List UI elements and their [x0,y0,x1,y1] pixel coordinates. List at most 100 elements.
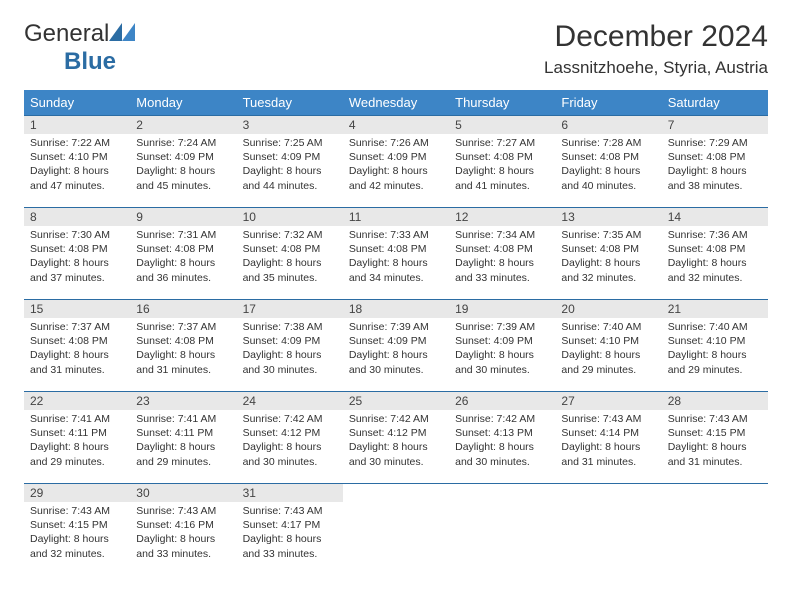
day-number: 9 [130,208,236,226]
day-info: Sunrise: 7:42 AMSunset: 4:12 PMDaylight:… [343,410,449,473]
calendar-row: 8Sunrise: 7:30 AMSunset: 4:08 PMDaylight… [24,208,768,300]
logo-word2: Blue [64,48,116,75]
day-info: Sunrise: 7:43 AMSunset: 4:16 PMDaylight:… [130,502,236,565]
day-number: 30 [130,484,236,502]
calendar-cell: 6Sunrise: 7:28 AMSunset: 4:08 PMDaylight… [555,116,661,208]
calendar-cell: 2Sunrise: 7:24 AMSunset: 4:09 PMDaylight… [130,116,236,208]
calendar-cell: 18Sunrise: 7:39 AMSunset: 4:09 PMDayligh… [343,300,449,392]
day-info: Sunrise: 7:22 AMSunset: 4:10 PMDaylight:… [24,134,130,197]
calendar-cell: 29Sunrise: 7:43 AMSunset: 4:15 PMDayligh… [24,484,130,576]
day-info: Sunrise: 7:28 AMSunset: 4:08 PMDaylight:… [555,134,661,197]
calendar-cell: 21Sunrise: 7:40 AMSunset: 4:10 PMDayligh… [662,300,768,392]
day-number: 19 [449,300,555,318]
day-info: Sunrise: 7:43 AMSunset: 4:15 PMDaylight:… [24,502,130,565]
day-info: Sunrise: 7:36 AMSunset: 4:08 PMDaylight:… [662,226,768,289]
calendar-cell [662,484,768,576]
calendar-cell: 22Sunrise: 7:41 AMSunset: 4:11 PMDayligh… [24,392,130,484]
triangle-icon [109,20,135,48]
calendar-cell: 30Sunrise: 7:43 AMSunset: 4:16 PMDayligh… [130,484,236,576]
logo-text: General Blue [24,20,135,76]
calendar-cell: 1Sunrise: 7:22 AMSunset: 4:10 PMDaylight… [24,116,130,208]
calendar-cell: 4Sunrise: 7:26 AMSunset: 4:09 PMDaylight… [343,116,449,208]
calendar-cell: 7Sunrise: 7:29 AMSunset: 4:08 PMDaylight… [662,116,768,208]
calendar-cell: 31Sunrise: 7:43 AMSunset: 4:17 PMDayligh… [237,484,343,576]
day-info: Sunrise: 7:39 AMSunset: 4:09 PMDaylight:… [343,318,449,381]
calendar-cell: 15Sunrise: 7:37 AMSunset: 4:08 PMDayligh… [24,300,130,392]
logo-word1: General [24,20,109,47]
day-info: Sunrise: 7:24 AMSunset: 4:09 PMDaylight:… [130,134,236,197]
calendar-body: 1Sunrise: 7:22 AMSunset: 4:10 PMDaylight… [24,116,768,576]
day-number: 5 [449,116,555,134]
day-info: Sunrise: 7:40 AMSunset: 4:10 PMDaylight:… [662,318,768,381]
day-info: Sunrise: 7:41 AMSunset: 4:11 PMDaylight:… [24,410,130,473]
day-number: 25 [343,392,449,410]
title-block: December 2024 Lassnitzhoehe, Styria, Aus… [544,20,768,78]
calendar-cell: 27Sunrise: 7:43 AMSunset: 4:14 PMDayligh… [555,392,661,484]
calendar-row: 1Sunrise: 7:22 AMSunset: 4:10 PMDaylight… [24,116,768,208]
location-text: Lassnitzhoehe, Styria, Austria [544,58,768,78]
day-number: 3 [237,116,343,134]
day-number: 28 [662,392,768,410]
day-number: 6 [555,116,661,134]
day-number: 13 [555,208,661,226]
calendar-cell: 26Sunrise: 7:42 AMSunset: 4:13 PMDayligh… [449,392,555,484]
calendar-cell: 28Sunrise: 7:43 AMSunset: 4:15 PMDayligh… [662,392,768,484]
day-number: 7 [662,116,768,134]
day-number: 22 [24,392,130,410]
logo: General Blue [24,20,135,76]
day-info: Sunrise: 7:29 AMSunset: 4:08 PMDaylight:… [662,134,768,197]
calendar-cell: 14Sunrise: 7:36 AMSunset: 4:08 PMDayligh… [662,208,768,300]
day-header: Wednesday [343,90,449,116]
calendar-row: 29Sunrise: 7:43 AMSunset: 4:15 PMDayligh… [24,484,768,576]
day-number: 31 [237,484,343,502]
day-number: 2 [130,116,236,134]
day-number: 27 [555,392,661,410]
day-info: Sunrise: 7:37 AMSunset: 4:08 PMDaylight:… [24,318,130,381]
calendar-cell: 20Sunrise: 7:40 AMSunset: 4:10 PMDayligh… [555,300,661,392]
day-info: Sunrise: 7:40 AMSunset: 4:10 PMDaylight:… [555,318,661,381]
calendar-cell: 9Sunrise: 7:31 AMSunset: 4:08 PMDaylight… [130,208,236,300]
day-number: 4 [343,116,449,134]
day-number: 17 [237,300,343,318]
day-number: 29 [24,484,130,502]
day-info: Sunrise: 7:42 AMSunset: 4:12 PMDaylight:… [237,410,343,473]
day-header: Thursday [449,90,555,116]
day-header: Tuesday [237,90,343,116]
calendar-cell: 3Sunrise: 7:25 AMSunset: 4:09 PMDaylight… [237,116,343,208]
day-number: 14 [662,208,768,226]
calendar-cell: 8Sunrise: 7:30 AMSunset: 4:08 PMDaylight… [24,208,130,300]
day-number: 15 [24,300,130,318]
calendar-cell: 10Sunrise: 7:32 AMSunset: 4:08 PMDayligh… [237,208,343,300]
day-number: 20 [555,300,661,318]
day-info: Sunrise: 7:25 AMSunset: 4:09 PMDaylight:… [237,134,343,197]
page-title: December 2024 [544,20,768,54]
calendar-table: SundayMondayTuesdayWednesdayThursdayFrid… [24,90,768,576]
day-header: Friday [555,90,661,116]
calendar-cell [555,484,661,576]
day-number: 8 [24,208,130,226]
day-info: Sunrise: 7:33 AMSunset: 4:08 PMDaylight:… [343,226,449,289]
day-header: Monday [130,90,236,116]
day-info: Sunrise: 7:35 AMSunset: 4:08 PMDaylight:… [555,226,661,289]
calendar-cell: 23Sunrise: 7:41 AMSunset: 4:11 PMDayligh… [130,392,236,484]
day-info: Sunrise: 7:41 AMSunset: 4:11 PMDaylight:… [130,410,236,473]
day-info: Sunrise: 7:34 AMSunset: 4:08 PMDaylight:… [449,226,555,289]
day-number: 23 [130,392,236,410]
day-info: Sunrise: 7:30 AMSunset: 4:08 PMDaylight:… [24,226,130,289]
day-number: 1 [24,116,130,134]
day-info: Sunrise: 7:43 AMSunset: 4:14 PMDaylight:… [555,410,661,473]
day-info: Sunrise: 7:43 AMSunset: 4:17 PMDaylight:… [237,502,343,565]
day-number: 12 [449,208,555,226]
day-number: 10 [237,208,343,226]
day-info: Sunrise: 7:37 AMSunset: 4:08 PMDaylight:… [130,318,236,381]
calendar-cell: 12Sunrise: 7:34 AMSunset: 4:08 PMDayligh… [449,208,555,300]
calendar-cell: 19Sunrise: 7:39 AMSunset: 4:09 PMDayligh… [449,300,555,392]
day-header: Saturday [662,90,768,116]
day-number: 16 [130,300,236,318]
calendar-row: 22Sunrise: 7:41 AMSunset: 4:11 PMDayligh… [24,392,768,484]
calendar-cell: 17Sunrise: 7:38 AMSunset: 4:09 PMDayligh… [237,300,343,392]
calendar-cell: 5Sunrise: 7:27 AMSunset: 4:08 PMDaylight… [449,116,555,208]
calendar-cell [449,484,555,576]
day-info: Sunrise: 7:39 AMSunset: 4:09 PMDaylight:… [449,318,555,381]
calendar-cell: 25Sunrise: 7:42 AMSunset: 4:12 PMDayligh… [343,392,449,484]
